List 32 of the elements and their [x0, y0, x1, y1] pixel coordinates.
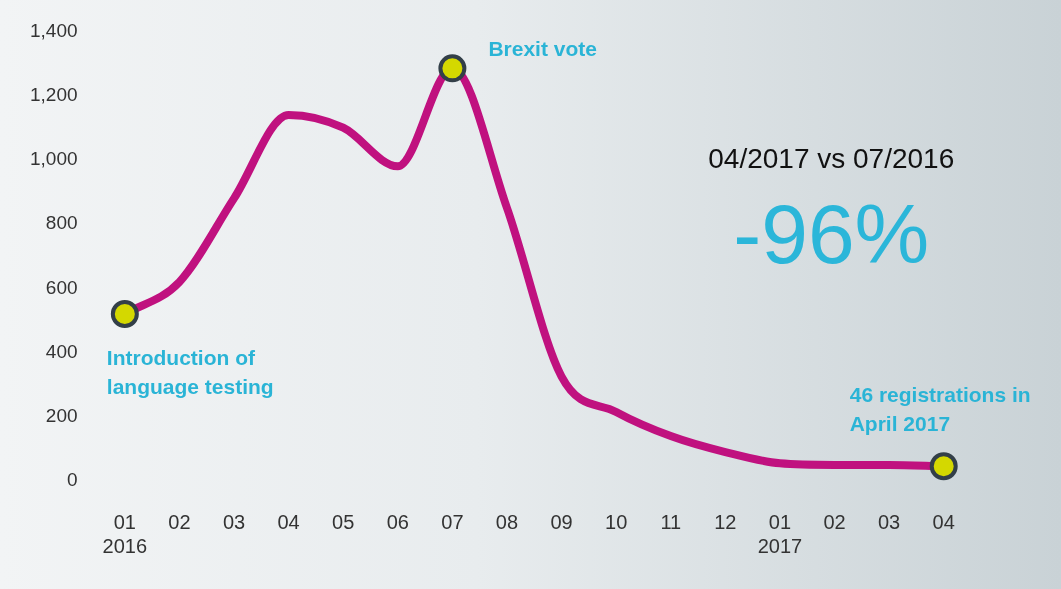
x-tick-label: 07	[441, 510, 464, 533]
x-tick-label: 08	[495, 510, 519, 533]
x-tick-label: 11	[660, 510, 682, 533]
x-tick-label: 12	[714, 510, 737, 533]
annotation: Brexit vote	[488, 37, 597, 61]
x-tick-label: 03	[877, 510, 901, 533]
x-tick-label: 01 2016	[102, 510, 148, 557]
y-tick-label: 400	[45, 340, 78, 362]
annotation: -96%	[733, 187, 930, 282]
x-tick-label: 02	[168, 510, 191, 533]
x-tick-label: 04	[932, 510, 955, 533]
x-tick-label: 05	[332, 510, 355, 533]
y-tick-label: 600	[45, 276, 78, 298]
point	[110, 300, 139, 329]
y-tick-label: 1,200	[30, 83, 78, 105]
x-tick-label: 09	[550, 510, 573, 533]
annotation: 04/2017 vs 07/2016	[708, 142, 955, 174]
x-tick-label: 04	[277, 510, 300, 533]
annotation: Introduction of language testing	[106, 345, 274, 398]
x-tick-label: 01 2017	[757, 510, 803, 557]
point	[438, 54, 467, 83]
y-tick-label: 200	[45, 405, 78, 427]
annotation: 46 registrations in April 2017	[849, 383, 1031, 436]
y-tick-label: 800	[45, 212, 78, 234]
x-tick-label: 06	[386, 510, 409, 533]
x-tick-label: 10	[605, 510, 628, 533]
x-tick-label: 03	[222, 510, 246, 533]
y-tick-label: 1,400	[30, 19, 78, 41]
point	[929, 452, 958, 481]
y-tick-label: 1,000	[30, 148, 78, 170]
x-tick-label: 02	[823, 510, 846, 533]
y-tick-label: 0	[66, 469, 78, 491]
